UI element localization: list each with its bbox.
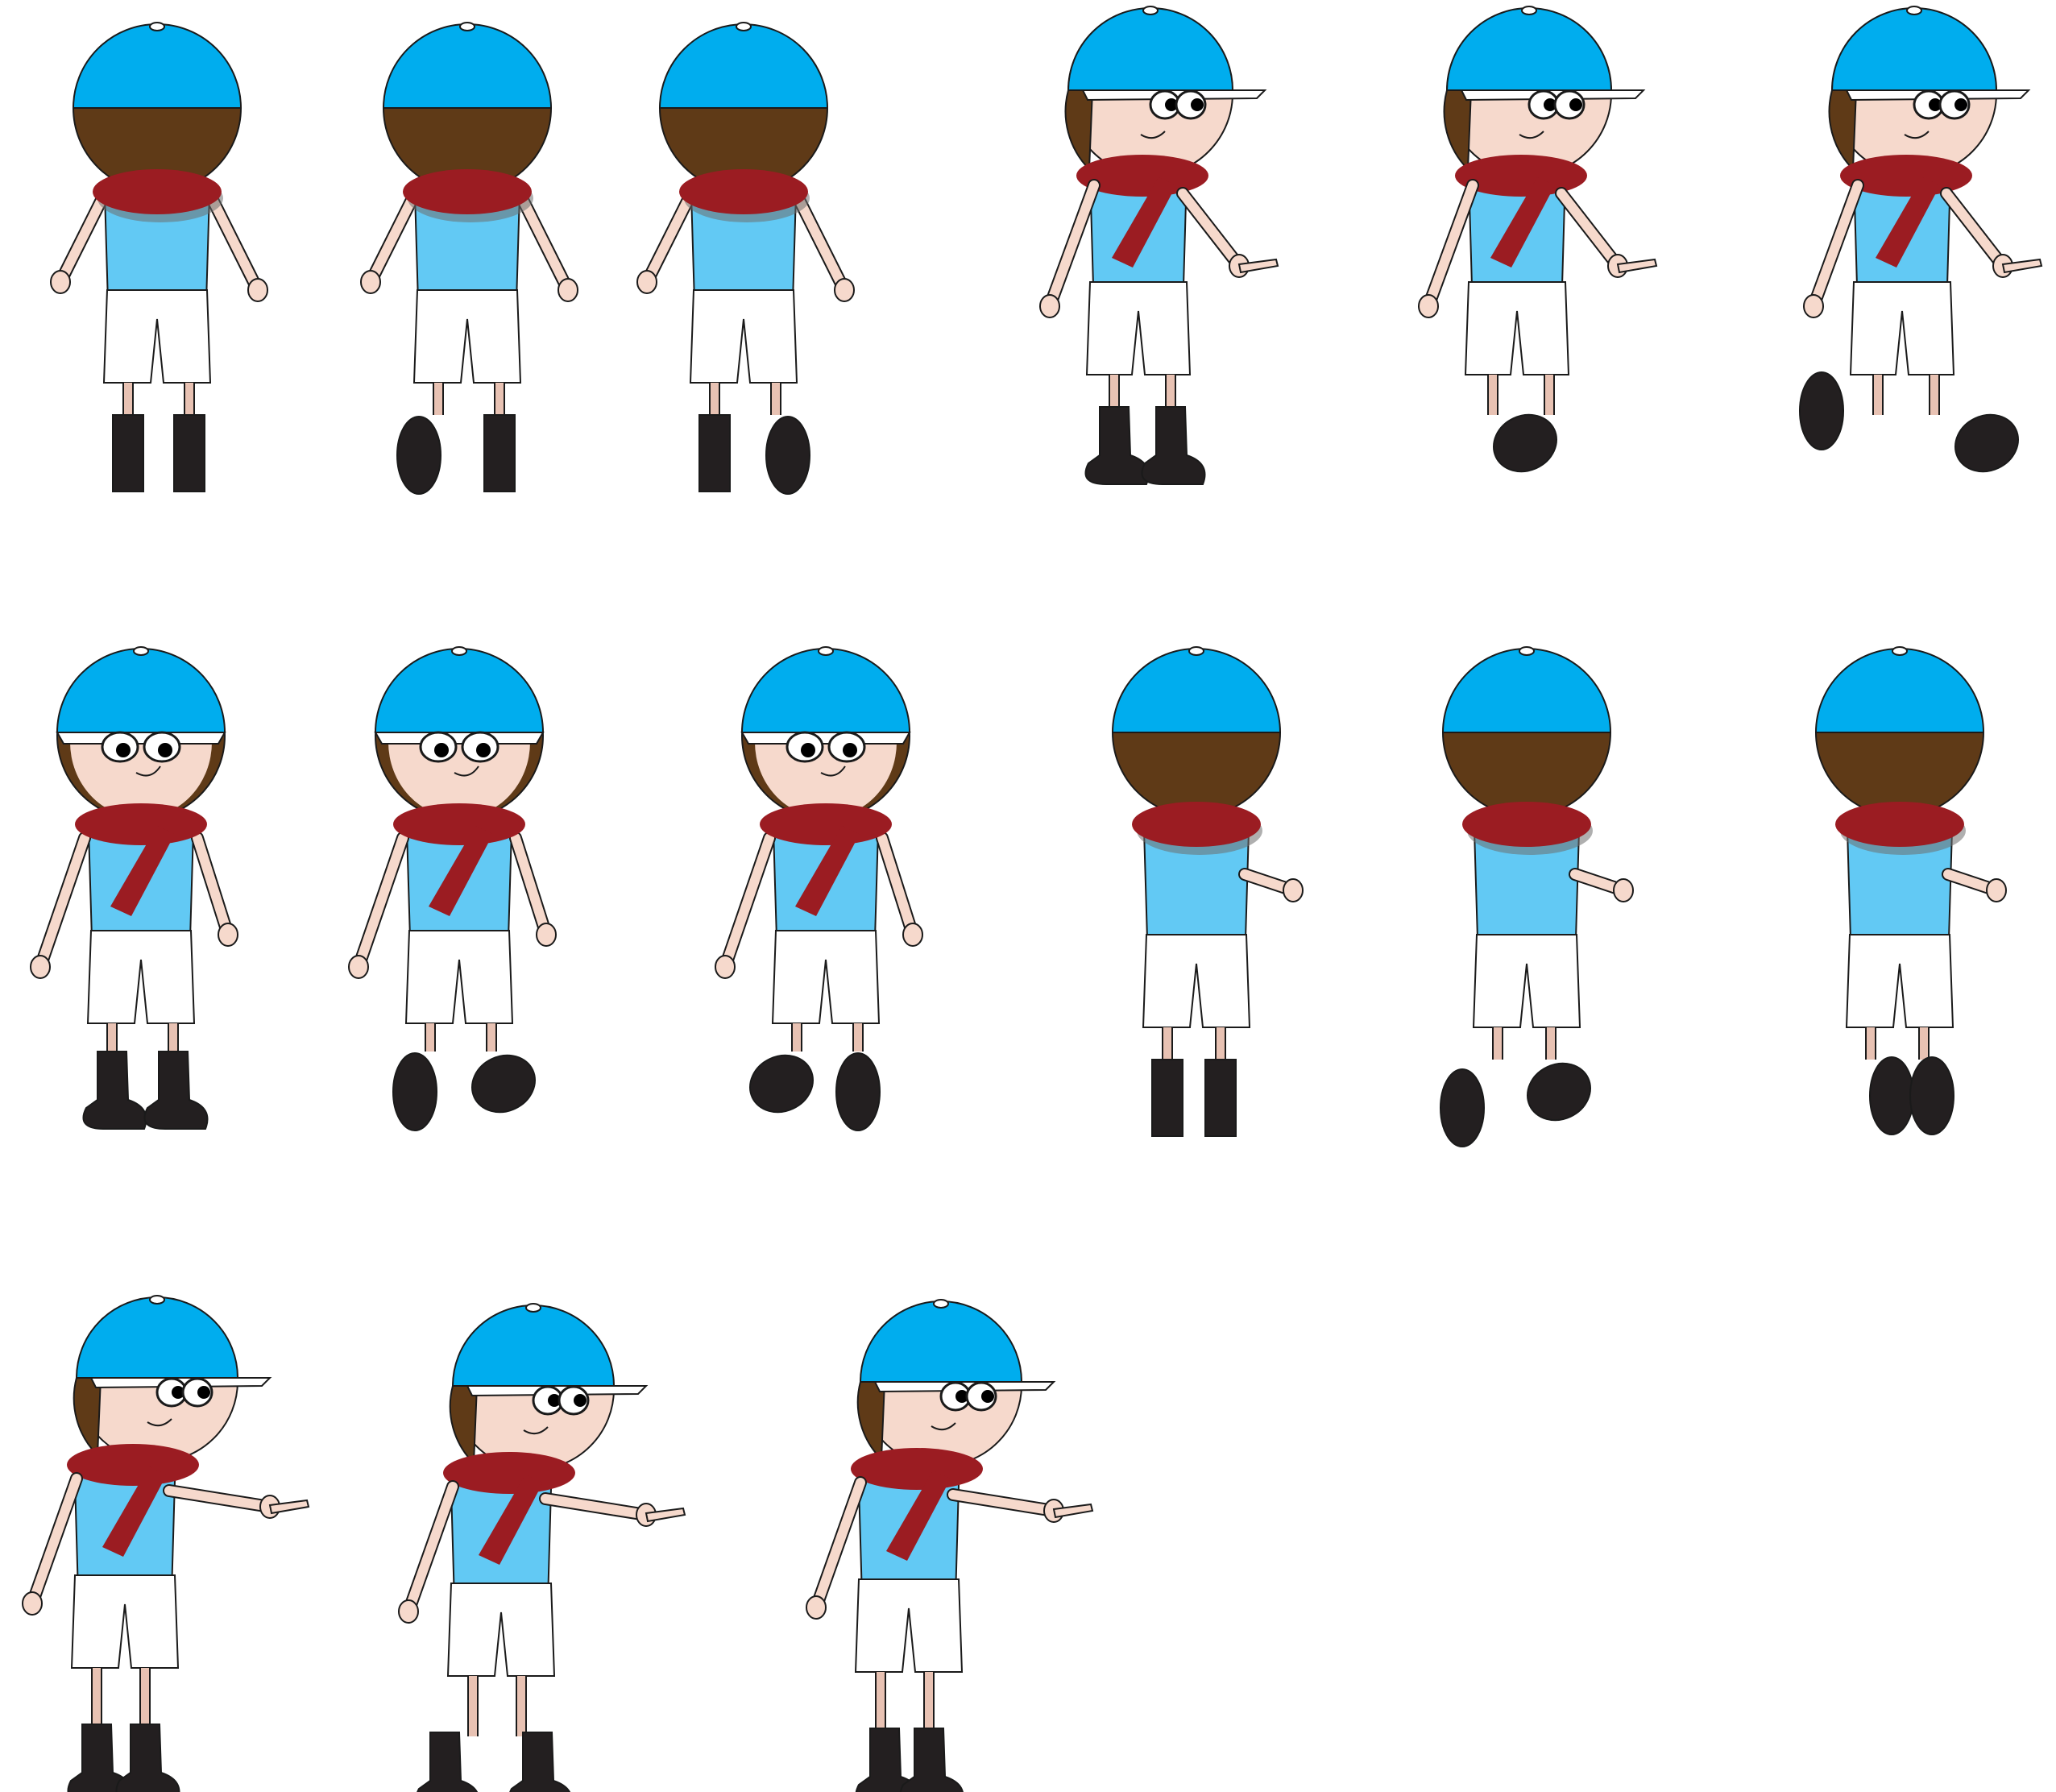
sprite-frame-r1-f5 (1418, 6, 1658, 473)
sprite-frame-r3-f3 (806, 1299, 1094, 1792)
sprite-frame-r1-f1 (50, 22, 268, 492)
sprite-frame-r1-f2 (360, 22, 578, 495)
sprite-frame-r1-f3 (636, 22, 855, 495)
sprite-frame-r2-f3 (715, 646, 923, 1131)
sprite-frame-r3-f1 (22, 1295, 310, 1792)
sprite-frame-r2-f2 (348, 646, 557, 1131)
sprite-frame-r2-f4 (1111, 646, 1304, 1137)
sprite-frame-r3-f2 (398, 1303, 686, 1792)
sprite-frame-r2-f5 (1440, 646, 1634, 1147)
sprite-frame-r2-f6 (1814, 646, 2007, 1135)
sprite-frame-r1-f6 (1799, 6, 2043, 473)
sprite-frame-r1-f4 (1039, 6, 1279, 485)
sprite-frame-r2-f1 (30, 646, 238, 1130)
